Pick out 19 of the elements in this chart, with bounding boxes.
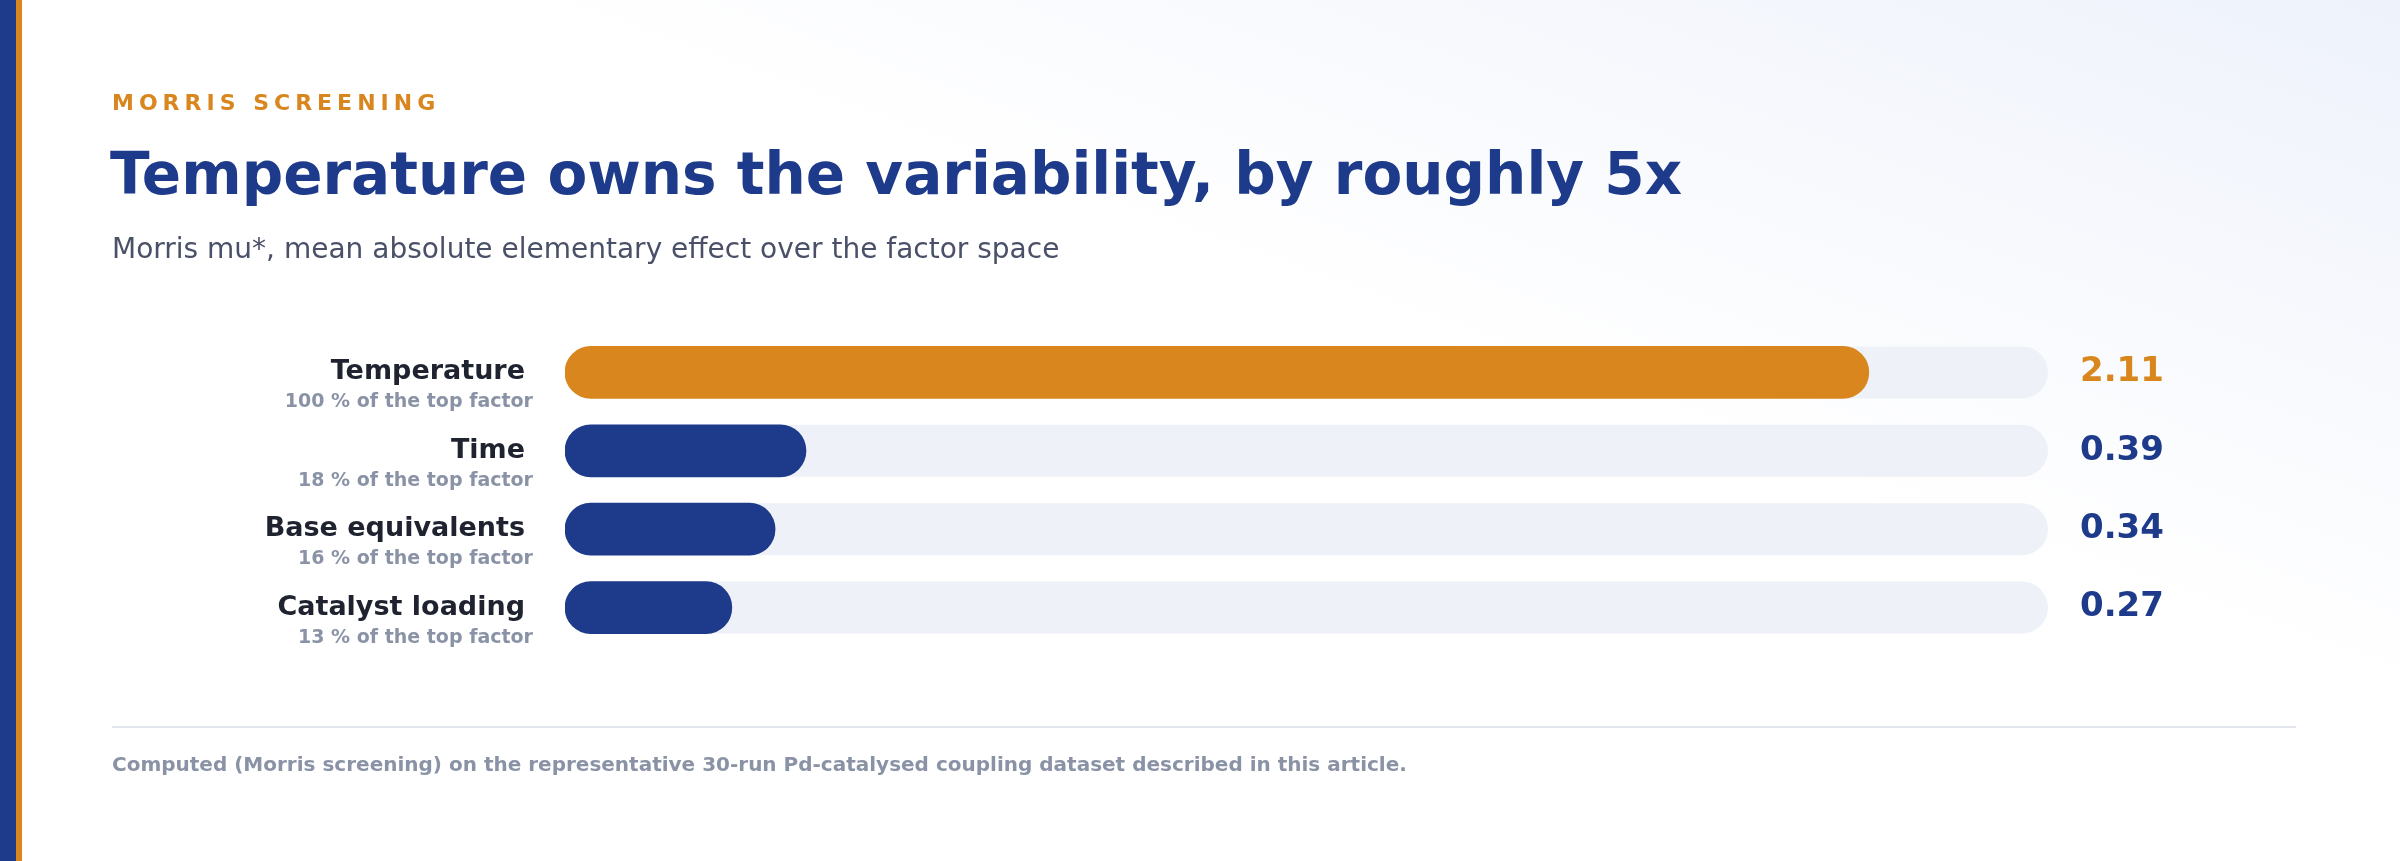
text: 13 % of the top factor xyxy=(298,624,534,647)
bar xyxy=(565,424,807,478)
data-label: 0.27 xyxy=(2080,584,2164,625)
text: Computed (Morris screening) on the representative 30-run Pd-catalysed coupling dataset described in this article. xyxy=(112,752,1407,776)
bar xyxy=(565,502,776,556)
chart-subtitle: Morris mu*, mean absolute elementary effect over the factor space xyxy=(112,232,1060,265)
data-label: 0.39 xyxy=(2080,427,2164,468)
text: 100 % of the top factor xyxy=(284,389,534,412)
text: 16 % of the top factor xyxy=(298,546,534,569)
y-tick-label: Catalyst loading xyxy=(277,589,525,621)
data-label: 0.34 xyxy=(2080,506,2164,547)
data-label: 2.11 xyxy=(2080,349,2164,390)
bar xyxy=(565,581,733,634)
y-tick-label: Base equivalents xyxy=(264,511,525,543)
text: 18 % of the top factor xyxy=(298,467,534,490)
chart-title: Temperature owns the variability, by roughly 5x xyxy=(110,140,1683,208)
text: MORRIS SCREENING xyxy=(112,90,441,115)
y-tick-label: Temperature xyxy=(330,354,525,386)
y-tick-label: Time xyxy=(450,432,525,464)
